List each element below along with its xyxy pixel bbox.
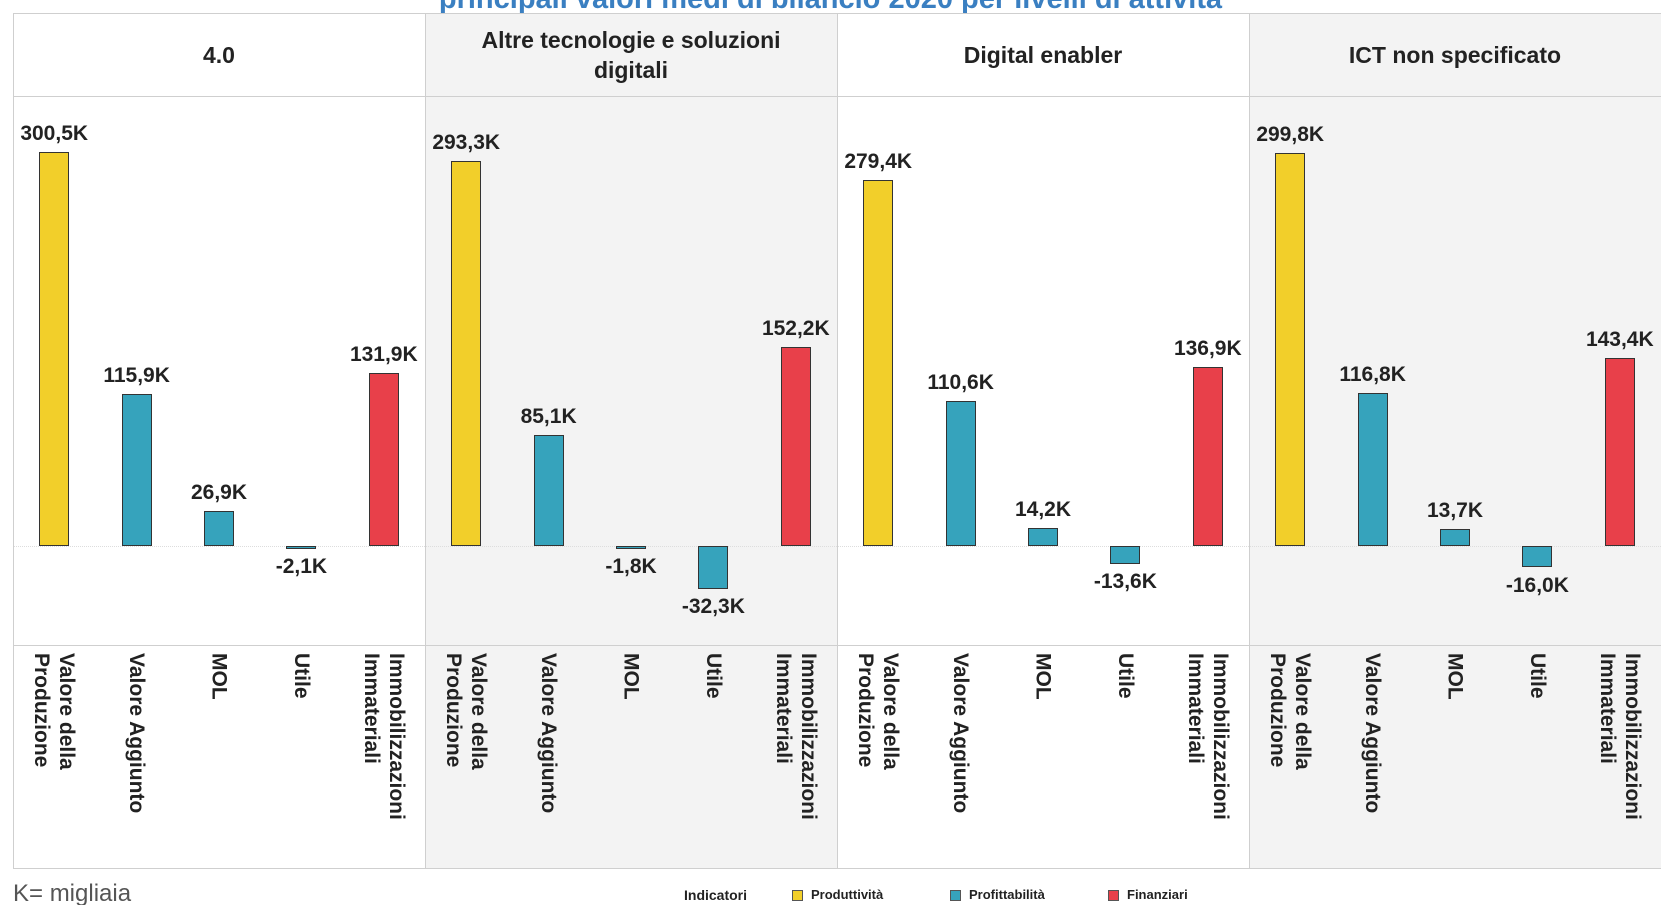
zero-line: [1249, 546, 1661, 548]
data-label: 115,9K: [103, 364, 170, 388]
bar: [863, 179, 894, 547]
category-label: MOL: [207, 653, 231, 700]
data-label: 152,2K: [761, 316, 830, 340]
bar: [1604, 358, 1635, 547]
data-label: 279,4K: [844, 149, 913, 173]
bar: [286, 546, 317, 550]
frame-line: [13, 13, 1661, 14]
category-label: Valore della Produzione: [442, 653, 491, 770]
category-label: Valore Aggiunto: [537, 653, 561, 814]
chart-title: principali valori medi di bilancio 2020 …: [0, 0, 1661, 16]
zero-line: [13, 546, 425, 548]
legend-title: Indicatori: [684, 887, 748, 903]
bar: [616, 546, 646, 549]
note: K= migliaia: [13, 880, 132, 905]
bar: [533, 434, 564, 547]
category-label: Utile: [1113, 653, 1137, 699]
category-label: Utile: [701, 653, 725, 699]
data-label: 131,9K: [349, 343, 418, 367]
panel-divider: [425, 13, 426, 868]
data-label: 136,9K: [1173, 336, 1242, 360]
panel-divider: [837, 13, 838, 868]
axis-line: [13, 645, 1661, 646]
data-label: -13,6K: [1093, 570, 1157, 594]
bar: [451, 161, 482, 547]
bar: [121, 394, 152, 547]
category-label: Immobilizzazioni Immateriali: [359, 653, 408, 820]
data-label: 116,8K: [1339, 363, 1406, 387]
bar: [1028, 527, 1058, 547]
data-label: -32,3K: [681, 594, 745, 618]
category-label: Immobilizzazioni Immateriali: [1183, 653, 1232, 820]
data-label: 300,5K: [20, 121, 89, 145]
category-label: MOL: [619, 653, 643, 700]
bar: [1110, 546, 1141, 565]
legend-label: Finanziari: [1127, 887, 1188, 902]
frame-line: [13, 13, 14, 868]
bar: [1192, 366, 1223, 547]
legend-label: Produttività: [811, 887, 884, 902]
bar: [780, 346, 811, 547]
panel-background: [425, 13, 837, 868]
category-label: Immobilizzazioni Immateriali: [1595, 653, 1644, 820]
panel-header: Digital enabler: [963, 41, 1123, 68]
legend-label: Profittabilità: [969, 887, 1045, 902]
data-label: 299,8K: [1256, 122, 1325, 146]
bar: [1440, 528, 1470, 547]
bar: [204, 511, 234, 547]
header-line: [13, 96, 1661, 97]
bar: [39, 151, 70, 547]
category-label: Valore della Produzione: [854, 653, 903, 770]
panel-header: ICT non specificato: [1348, 41, 1562, 68]
panel-header: 4.0: [203, 41, 235, 68]
data-label: 14,2K: [1014, 497, 1072, 521]
category-label: Utile: [289, 653, 313, 699]
panel-divider: [1249, 13, 1250, 868]
data-label: 13,7K: [1426, 498, 1484, 522]
category-label: Immobilizzazioni Immateriali: [771, 653, 820, 820]
bar: [1275, 152, 1306, 547]
category-label: Utile: [1525, 653, 1549, 699]
category-label: Valore Aggiunto: [125, 653, 149, 814]
legend-swatch: [950, 890, 961, 901]
bar: [945, 401, 976, 547]
frame-line: [13, 868, 1661, 869]
data-label: 85,1K: [520, 404, 577, 428]
zero-line: [837, 546, 1249, 548]
legend-swatch: [1108, 890, 1119, 901]
data-label: 26,9K: [190, 481, 248, 505]
data-label: 143,4K: [1585, 328, 1654, 352]
panel-header: Altre tecnologie e soluzioni digitali: [481, 26, 781, 83]
category-label: Valore della Produzione: [1266, 653, 1315, 770]
category-label: MOL: [1443, 653, 1467, 700]
category-label: Valore della Produzione: [30, 653, 79, 770]
category-label: Valore Aggiunto: [949, 653, 973, 814]
data-label: -16,0K: [1505, 573, 1569, 597]
data-label: 110,6K: [927, 371, 994, 395]
bar: [1522, 546, 1553, 568]
bar: [1357, 393, 1388, 547]
bar: [698, 546, 729, 589]
data-label: 293,3K: [432, 131, 501, 155]
category-label: MOL: [1031, 653, 1055, 700]
panel-background: [1249, 13, 1661, 868]
legend-swatch: [792, 890, 803, 901]
data-label: -2,1K: [275, 555, 328, 579]
data-label: -1,8K: [605, 554, 657, 578]
bar: [368, 373, 399, 547]
category-label: Valore Aggiunto: [1361, 653, 1385, 814]
